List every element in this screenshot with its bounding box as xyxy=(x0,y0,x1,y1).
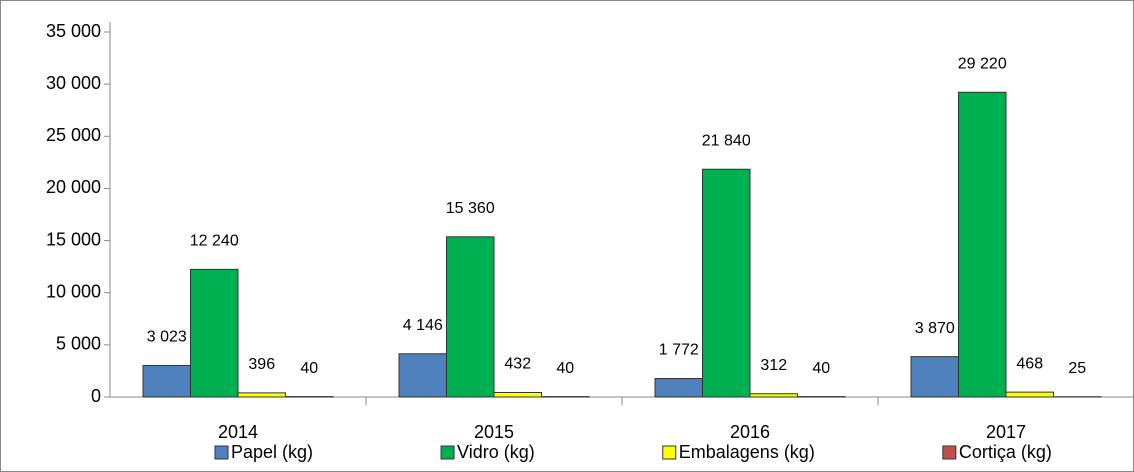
bar xyxy=(654,378,703,398)
value-label: 1 772 xyxy=(659,342,699,359)
bar xyxy=(190,268,239,398)
bar xyxy=(493,391,542,398)
value-label: 432 xyxy=(504,356,531,373)
legend-swatch xyxy=(440,445,455,460)
legend-swatch xyxy=(662,445,677,460)
value-label: 312 xyxy=(760,357,787,374)
value-label: 4 146 xyxy=(403,317,443,334)
y-tick-label: 15 000 xyxy=(46,229,101,249)
legend-label: Vidro (kg) xyxy=(457,442,535,462)
value-label: 468 xyxy=(1016,355,1043,372)
value-label: 40 xyxy=(556,360,574,377)
legend-label: Embalagens (kg) xyxy=(679,442,815,462)
bar xyxy=(910,356,959,398)
y-tick-label: 20 000 xyxy=(46,177,101,197)
value-label: 396 xyxy=(248,356,275,373)
bar xyxy=(702,168,751,398)
y-tick-label: 0 xyxy=(91,386,101,406)
y-tick-label: 30 000 xyxy=(46,73,101,93)
value-label: 12 240 xyxy=(190,233,239,250)
legend-swatch xyxy=(214,445,229,460)
y-tick-label: 25 000 xyxy=(46,125,101,145)
value-label: 15 360 xyxy=(446,200,495,217)
value-label: 40 xyxy=(300,360,318,377)
value-label: 25 xyxy=(1068,360,1086,377)
x-tick-label: 2015 xyxy=(474,422,514,442)
bar xyxy=(398,353,447,398)
x-tick-label: 2016 xyxy=(730,422,770,442)
bar xyxy=(446,236,495,398)
value-label: 3 023 xyxy=(147,329,187,346)
y-tick-label: 10 000 xyxy=(46,281,101,301)
legend-label: Cortiça (kg) xyxy=(959,442,1052,462)
value-label: 21 840 xyxy=(702,132,751,149)
legend-label: Papel (kg) xyxy=(231,442,313,462)
x-tick-label: 2017 xyxy=(986,422,1026,442)
bar xyxy=(1005,391,1054,398)
value-label: 40 xyxy=(812,360,830,377)
legend-swatch xyxy=(942,445,957,460)
y-tick-label: 5 000 xyxy=(56,334,101,354)
value-label: 29 220 xyxy=(958,55,1007,72)
bar xyxy=(958,91,1007,398)
bar xyxy=(142,364,191,398)
bar xyxy=(749,393,798,398)
x-tick-label: 2014 xyxy=(218,422,258,442)
value-label: 3 870 xyxy=(915,320,955,337)
y-tick-label: 35 000 xyxy=(46,21,101,41)
bar xyxy=(237,392,286,398)
